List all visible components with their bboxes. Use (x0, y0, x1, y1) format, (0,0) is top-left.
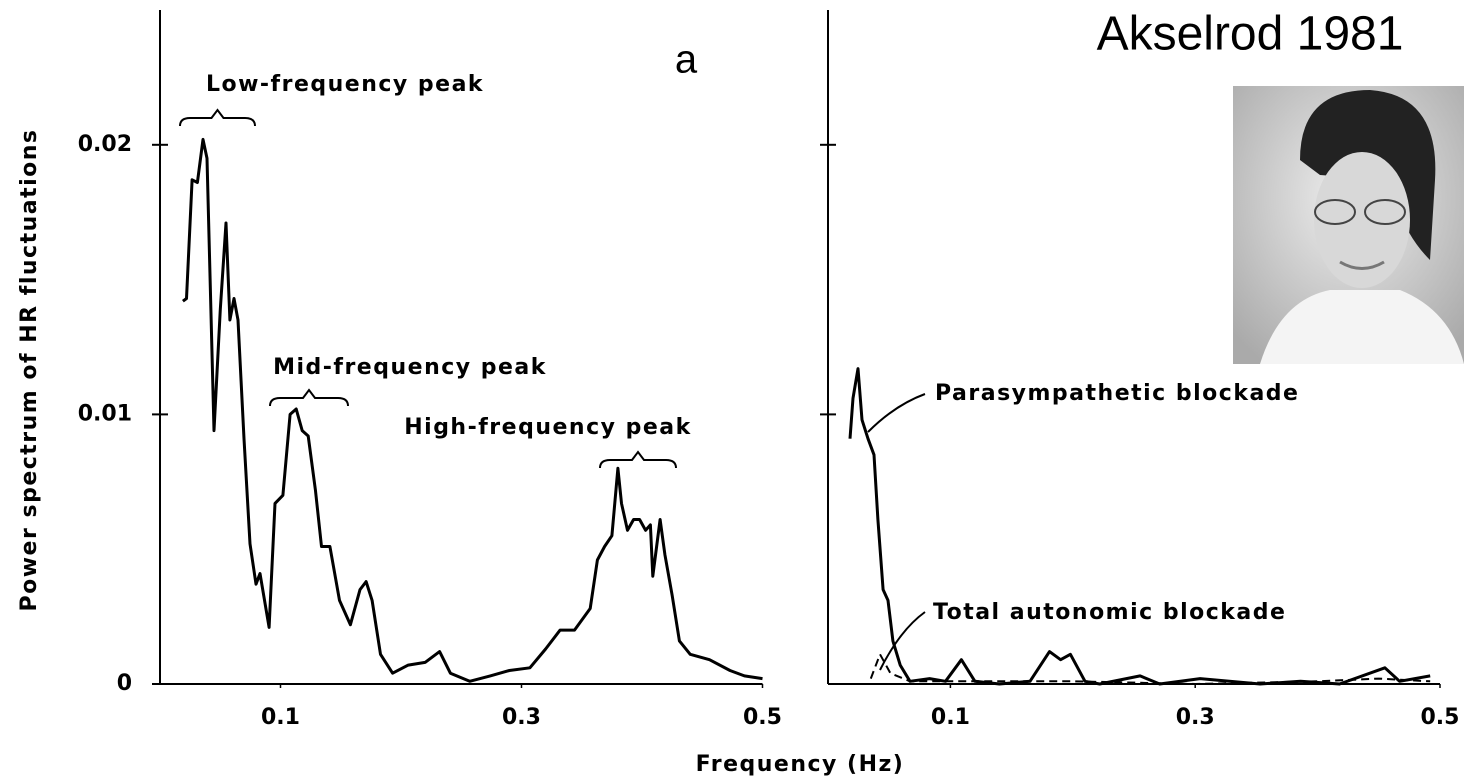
annotation: Mid-frequency peak (273, 355, 547, 380)
x-tick-label: 0.5 (743, 705, 782, 730)
x-tick-label: 0.3 (502, 705, 541, 730)
y-tick-label: 0.02 (78, 132, 132, 157)
x-axis-label: Frequency (Hz) (696, 752, 905, 777)
annotation: Low-frequency peak (206, 72, 484, 97)
x-tick-label: 0.5 (1421, 705, 1460, 730)
x-tick-label: 0.1 (261, 705, 300, 730)
bracket (270, 390, 348, 406)
annotation: Total autonomic blockade (933, 600, 1286, 625)
y-tick-label: 0 (117, 671, 132, 696)
leader (868, 394, 925, 432)
x-tick-label: 0.1 (931, 705, 970, 730)
bracket (180, 110, 255, 126)
leader (880, 612, 925, 670)
x-tick-label: 0.3 (1176, 705, 1215, 730)
spectrum-line (850, 369, 1430, 684)
figure: Akselrod 1981 Frequency (Hz) 0 0.01 0.02 0.… (0, 0, 1464, 783)
y-tick-label: 0.01 (78, 401, 132, 426)
annotation: Parasympathetic blockade (935, 381, 1299, 406)
annotation: High-frequency peak (404, 415, 692, 440)
panel-label: a (675, 38, 698, 82)
figure-title: Akselrod 1981 (1097, 8, 1404, 61)
spectrum-line (183, 139, 763, 681)
photo (1233, 86, 1464, 364)
y-axis-label: Power spectrum of HR fluctuations (17, 128, 42, 611)
bracket (600, 452, 676, 468)
